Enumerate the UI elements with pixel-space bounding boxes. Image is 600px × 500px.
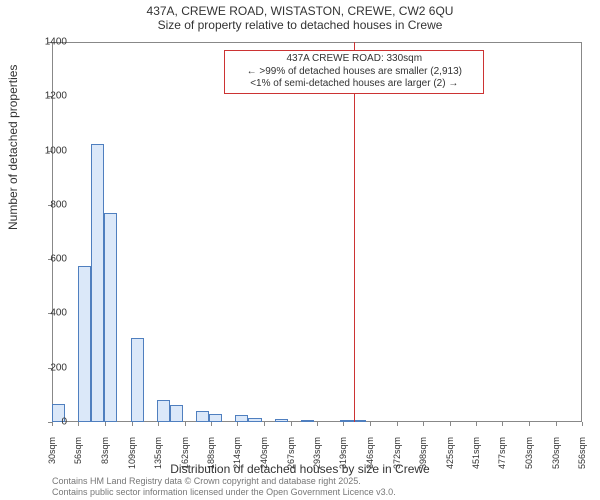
x-tick-mark <box>211 422 212 426</box>
histogram-bar <box>131 338 144 422</box>
chart-container: 437A, CREWE ROAD, WISTASTON, CREWE, CW2 … <box>0 0 600 500</box>
footer-line-2: Contains public sector information licen… <box>52 487 396 498</box>
annotation-line: 437A CREWE ROAD: 330sqm <box>229 53 479 66</box>
annotation-box: 437A CREWE ROAD: 330sqm← >99% of detache… <box>224 50 484 94</box>
x-tick-mark <box>343 422 344 426</box>
reference-line <box>354 42 355 422</box>
x-tick-mark <box>185 422 186 426</box>
x-tick-mark <box>264 422 265 426</box>
histogram-bar <box>104 213 117 422</box>
x-tick-mark <box>237 422 238 426</box>
footer-attribution: Contains HM Land Registry data © Crown c… <box>52 476 396 498</box>
title-line-2: Size of property relative to detached ho… <box>0 18 600 32</box>
y-tick-label: 0 <box>27 417 67 428</box>
x-tick-mark <box>158 422 159 426</box>
x-tick-mark <box>582 422 583 426</box>
x-tick-mark <box>476 422 477 426</box>
y-tick-label: 1200 <box>27 91 67 102</box>
annotation-line: <1% of semi-detached houses are larger (… <box>229 78 479 91</box>
y-axis-label: Number of detached properties <box>6 65 20 230</box>
histogram-bar <box>209 414 222 422</box>
y-tick-label: 600 <box>27 254 67 265</box>
x-tick-mark <box>556 422 557 426</box>
annotation-line: ← >99% of detached houses are smaller (2… <box>229 66 479 79</box>
histogram-bar <box>340 420 353 422</box>
histogram-bar <box>301 420 314 422</box>
x-tick-mark <box>502 422 503 426</box>
x-tick-mark <box>78 422 79 426</box>
histogram-bar <box>248 418 261 422</box>
x-tick-mark <box>529 422 530 426</box>
histogram-bar <box>275 419 288 422</box>
x-tick-mark <box>132 422 133 426</box>
y-tick-label: 200 <box>27 362 67 373</box>
title-line-1: 437A, CREWE ROAD, WISTASTON, CREWE, CW2 … <box>0 4 600 18</box>
histogram-bar <box>196 411 209 422</box>
x-tick-mark <box>370 422 371 426</box>
x-tick-mark <box>105 422 106 426</box>
plot-area: 30sqm56sqm83sqm109sqm135sqm162sqm188sqm2… <box>52 42 582 422</box>
histogram-bar <box>235 415 248 422</box>
title-block: 437A, CREWE ROAD, WISTASTON, CREWE, CW2 … <box>0 4 600 33</box>
y-tick-label: 800 <box>27 199 67 210</box>
y-tick-label: 400 <box>27 308 67 319</box>
x-tick-mark <box>317 422 318 426</box>
x-tick-mark <box>423 422 424 426</box>
x-tick-mark <box>291 422 292 426</box>
histogram-bar <box>91 144 104 422</box>
x-tick-mark <box>397 422 398 426</box>
x-tick-mark <box>450 422 451 426</box>
x-axis-label: Distribution of detached houses by size … <box>0 462 600 476</box>
footer-line-1: Contains HM Land Registry data © Crown c… <box>52 476 396 487</box>
histogram-bar <box>78 266 91 422</box>
histogram-bar <box>170 405 183 422</box>
y-tick-label: 1000 <box>27 145 67 156</box>
y-tick-label: 1400 <box>27 37 67 48</box>
histogram-bar <box>157 400 170 422</box>
